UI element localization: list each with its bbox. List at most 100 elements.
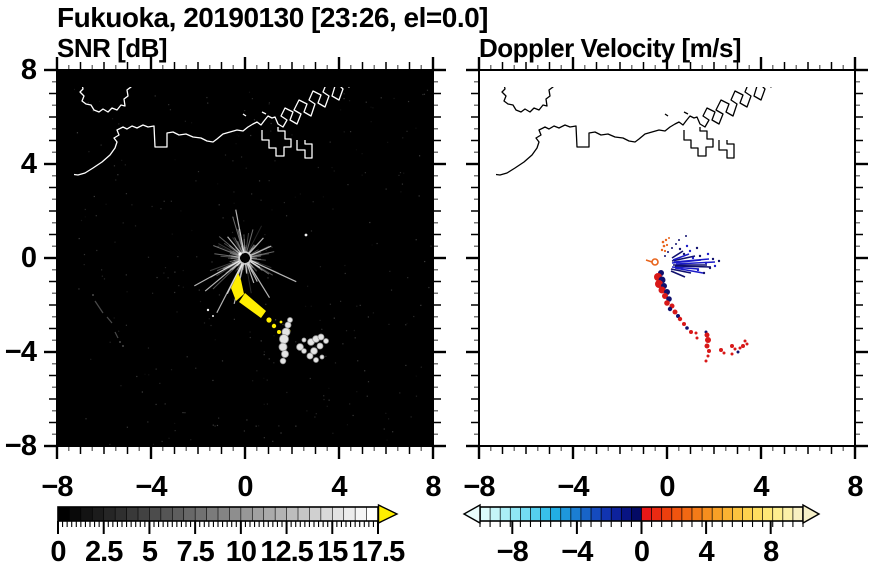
radial-streak-bright <box>247 237 264 255</box>
noise-speck <box>151 205 153 208</box>
faint-dot <box>119 341 121 343</box>
doppler-blue-dot <box>696 268 700 272</box>
noise-speck <box>307 285 309 287</box>
noise-speck <box>334 362 337 364</box>
vel-colorbar-label: −8 <box>496 536 529 568</box>
noise-speck <box>380 97 382 99</box>
noise-speck <box>111 118 114 120</box>
noise-speck <box>405 364 407 367</box>
y-tick-label: −8 <box>4 430 37 462</box>
snr-echo-blob <box>281 350 289 358</box>
noise-speck <box>426 89 429 91</box>
noise-speck <box>122 222 124 224</box>
snr-echo-blob <box>278 342 288 352</box>
snr-echo-blob <box>287 317 293 323</box>
noise-speck <box>182 269 184 272</box>
noise-speck <box>263 403 265 405</box>
noise-speck <box>328 399 330 401</box>
doppler-echo-blob <box>733 347 737 351</box>
noise-speck <box>339 109 342 111</box>
vel-colorbar-cell <box>620 506 633 522</box>
noise-speck <box>400 191 402 193</box>
noise-speck <box>163 272 165 274</box>
noise-speck <box>203 322 206 324</box>
noise-speck <box>271 209 273 211</box>
x-tick-label-snr: −4 <box>135 471 167 503</box>
noise-speck <box>184 412 186 414</box>
vel-colorbar-cell <box>671 506 683 522</box>
noise-speck <box>428 286 430 289</box>
noise-speck <box>403 172 405 174</box>
doppler-blue-ray <box>671 255 696 262</box>
faint-return <box>106 316 113 324</box>
noise-speck <box>232 160 234 162</box>
noise-speck <box>263 351 265 353</box>
doppler-plume-blob <box>689 330 693 334</box>
noise-speck <box>268 102 271 104</box>
radial-streak <box>232 216 245 254</box>
doppler-plume-blob <box>677 316 683 322</box>
noise-speck <box>221 274 223 276</box>
x-tick-label-vel: 8 <box>847 471 863 503</box>
vel-background <box>479 70 855 446</box>
noise-speck <box>232 298 234 300</box>
noise-speck <box>197 170 200 173</box>
noise-speck <box>385 412 387 414</box>
radial-streak-bright <box>247 261 271 298</box>
noise-speck <box>407 100 410 103</box>
noise-speck <box>232 216 235 219</box>
noise-speck <box>211 261 213 263</box>
noise-speck <box>262 120 264 123</box>
snr-colorbar-cell <box>274 506 288 522</box>
noise-speck <box>170 369 173 371</box>
snr-colorbar-cell <box>297 506 311 522</box>
coastline <box>501 87 554 113</box>
noise-speck <box>117 174 119 176</box>
noise-speck <box>304 305 307 307</box>
noise-speck <box>349 403 351 405</box>
snr-colorbar-cell <box>103 506 116 522</box>
noise-speck <box>260 340 262 342</box>
noise-speck <box>274 319 277 321</box>
noise-speck <box>282 323 284 326</box>
coastline <box>683 127 714 157</box>
noise-speck <box>198 289 200 291</box>
noise-speck <box>415 127 417 129</box>
noise-speck <box>168 104 170 106</box>
noise-speck <box>385 188 387 190</box>
noise-speck <box>206 96 208 99</box>
noise-speck <box>144 373 146 375</box>
noise-speck <box>84 216 86 218</box>
noise-speck <box>245 167 247 169</box>
radial-streak <box>232 237 243 254</box>
vel-colorbar-label: 8 <box>763 536 779 568</box>
y-tick-label: 4 <box>20 148 37 180</box>
noise-speck <box>113 317 115 319</box>
snr-plume-dot <box>277 330 281 334</box>
noise-speck <box>80 219 83 222</box>
faint-return <box>114 331 119 339</box>
snr-colorbar-cell <box>229 506 242 522</box>
noise-speck <box>78 237 80 240</box>
y-tick-label: −4 <box>4 336 37 368</box>
doppler-plume-blob <box>672 309 678 315</box>
noise-speck <box>413 315 415 318</box>
noise-speck <box>125 274 127 276</box>
noise-speck <box>332 208 334 210</box>
noise-speck <box>251 98 253 100</box>
snr-frame <box>56 69 434 447</box>
vel-panel-title: Doppler Velocity [m/s] <box>479 33 742 63</box>
snr-panel-title: SNR [dB] <box>57 33 168 63</box>
noise-speck <box>103 278 106 280</box>
radial-streak <box>245 262 249 275</box>
noise-speck <box>136 375 138 378</box>
snr-colorbar-label: 12.5 <box>260 536 313 568</box>
noise-speck <box>240 156 243 158</box>
faint-return <box>94 300 104 314</box>
snr-echo-blob <box>323 338 329 344</box>
radial-streak <box>248 249 259 256</box>
noise-speck <box>95 215 97 217</box>
doppler-blue-ray <box>674 267 704 274</box>
doppler-blue-ray <box>672 253 690 261</box>
noise-speck <box>76 132 79 134</box>
